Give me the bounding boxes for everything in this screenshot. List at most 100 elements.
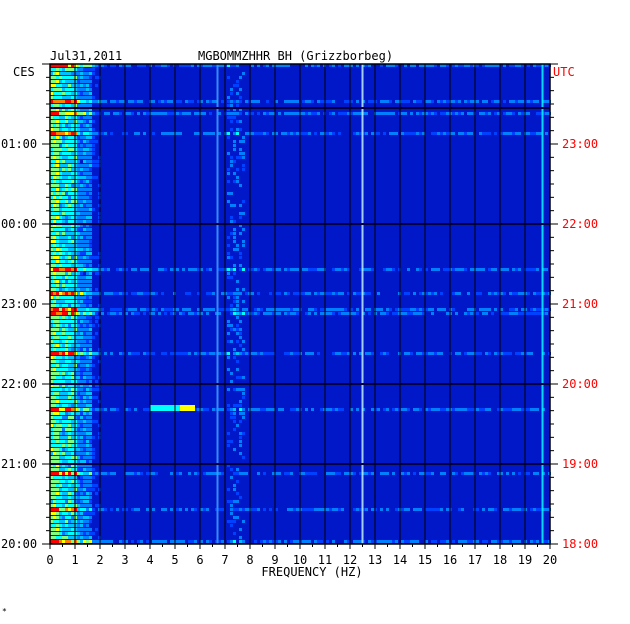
heatmap-cell xyxy=(83,288,86,291)
heatmap-cell xyxy=(485,472,488,475)
heatmap-cell xyxy=(80,392,83,395)
heatmap-cell xyxy=(272,64,275,67)
heatmap-cell xyxy=(386,64,389,67)
heatmap-cell xyxy=(416,308,419,311)
heatmap-cell xyxy=(71,300,74,303)
heatmap-cell xyxy=(86,80,89,83)
heatmap-cell xyxy=(185,352,188,355)
heatmap-cell xyxy=(251,268,254,271)
heatmap-cell xyxy=(65,168,68,171)
heatmap-cell xyxy=(71,196,74,199)
heatmap-cell xyxy=(530,100,533,103)
heatmap-cell xyxy=(56,148,59,151)
heatmap-cell xyxy=(209,540,212,543)
heatmap-cell xyxy=(83,192,86,195)
heatmap-cell xyxy=(59,520,62,523)
heatmap-cell xyxy=(428,100,431,103)
heatmap-cell xyxy=(62,364,65,367)
heatmap-cell xyxy=(284,540,287,543)
heatmap-cell xyxy=(86,444,89,447)
heatmap-cell xyxy=(365,292,368,295)
heatmap-cell xyxy=(68,136,71,139)
heatmap-cell xyxy=(59,332,62,335)
heatmap-cell xyxy=(68,172,71,175)
heatmap-cell xyxy=(50,288,53,291)
heatmap-cell xyxy=(440,308,443,311)
heatmap-cell xyxy=(104,408,107,411)
heatmap-cell xyxy=(257,352,260,355)
heatmap-cell xyxy=(77,200,80,203)
heatmap-cell xyxy=(236,368,239,371)
heatmap-cell xyxy=(191,64,194,67)
heatmap-cell xyxy=(86,256,89,259)
heatmap-cell xyxy=(50,132,53,135)
heatmap-cell xyxy=(389,112,392,115)
heatmap-cell xyxy=(80,172,83,175)
heatmap-cell xyxy=(545,292,548,295)
heatmap-cell xyxy=(83,300,86,303)
heatmap-cell xyxy=(230,408,233,411)
heatmap-cell xyxy=(131,312,134,315)
heatmap-cell xyxy=(110,472,113,475)
heatmap-cell xyxy=(86,188,89,191)
heatmap-cell xyxy=(83,92,86,95)
heatmap-cell xyxy=(77,248,80,251)
heatmap-cell xyxy=(83,268,86,271)
event-cell xyxy=(156,405,159,411)
heatmap-cell xyxy=(353,508,356,511)
heatmap-cell xyxy=(71,112,74,115)
heatmap-cell xyxy=(71,204,74,207)
heatmap-cell xyxy=(485,352,488,355)
heatmap-cell xyxy=(263,268,266,271)
heatmap-cell xyxy=(515,268,518,271)
heatmap-cell xyxy=(65,476,68,479)
heatmap-cell xyxy=(515,292,518,295)
heatmap-cell xyxy=(86,396,89,399)
heatmap-cell xyxy=(56,524,59,527)
heatmap-cell xyxy=(59,256,62,259)
heatmap-cell xyxy=(494,540,497,543)
heatmap-cell xyxy=(83,120,86,123)
heatmap-cell xyxy=(383,312,386,315)
heatmap-cell xyxy=(77,388,80,391)
heatmap-cell xyxy=(80,496,83,499)
heatmap-cell xyxy=(56,96,59,99)
heatmap-cell xyxy=(65,528,68,531)
heatmap-cell xyxy=(419,352,422,355)
heatmap-cell xyxy=(68,352,71,355)
heatmap-cell xyxy=(419,100,422,103)
heatmap-cell xyxy=(200,100,203,103)
heatmap-cell xyxy=(227,500,230,503)
heatmap-cell xyxy=(65,172,68,175)
heatmap-cell xyxy=(86,224,89,227)
heatmap-cell xyxy=(470,308,473,311)
heatmap-cell xyxy=(59,404,62,407)
heatmap-cell xyxy=(545,132,548,135)
heatmap-cell xyxy=(59,364,62,367)
heatmap-cell xyxy=(545,508,548,511)
heatmap-cell xyxy=(437,308,440,311)
heatmap-cell xyxy=(59,476,62,479)
heatmap-cell xyxy=(233,64,236,67)
heatmap-cell xyxy=(56,360,59,363)
heatmap-cell xyxy=(53,112,56,115)
heatmap-cell xyxy=(488,308,491,311)
heatmap-cell xyxy=(512,100,515,103)
heatmap-cell xyxy=(80,368,83,371)
heatmap-cell xyxy=(233,472,236,475)
heatmap-cell xyxy=(236,308,239,311)
heatmap-cell xyxy=(53,180,56,183)
heatmap-cell xyxy=(56,484,59,487)
heatmap-cell xyxy=(77,520,80,523)
heatmap-cell xyxy=(122,132,125,135)
heatmap-cell xyxy=(116,312,119,315)
heatmap-cell xyxy=(368,64,371,67)
heatmap-cell xyxy=(491,64,494,67)
heatmap-cell xyxy=(104,508,107,511)
heatmap-cell xyxy=(56,80,59,83)
heatmap-cell xyxy=(227,168,230,171)
heatmap-cell xyxy=(431,308,434,311)
heatmap-cell xyxy=(143,112,146,115)
heatmap-cell xyxy=(428,472,431,475)
heatmap-cell xyxy=(302,540,305,543)
